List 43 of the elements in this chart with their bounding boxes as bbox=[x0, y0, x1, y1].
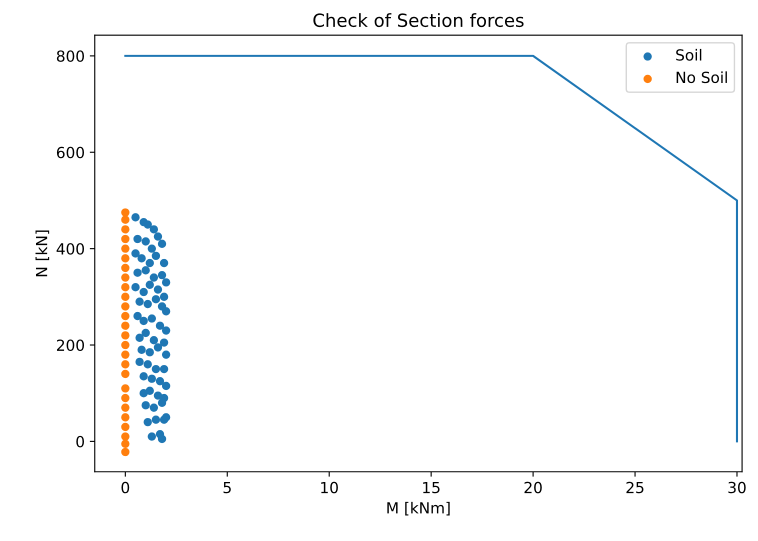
point bbox=[121, 331, 130, 340]
point bbox=[121, 370, 130, 378]
point bbox=[121, 322, 130, 330]
point bbox=[121, 384, 130, 393]
point bbox=[121, 360, 130, 368]
x-tick-label: 20 bbox=[524, 482, 542, 494]
point bbox=[121, 244, 130, 253]
point bbox=[121, 312, 130, 320]
x-tick-label: 0 bbox=[121, 482, 130, 494]
x-tick-label: 25 bbox=[626, 482, 644, 494]
legend-label: No Soil bbox=[676, 71, 727, 84]
point bbox=[121, 225, 130, 234]
x-tick-label: 15 bbox=[423, 482, 440, 494]
y-tick-label: 200 bbox=[56, 339, 84, 352]
x-tick-label: 10 bbox=[321, 482, 338, 494]
point bbox=[121, 302, 130, 311]
point bbox=[121, 208, 130, 217]
point bbox=[121, 448, 130, 456]
point bbox=[121, 413, 130, 422]
x-tick-label: 30 bbox=[728, 482, 746, 494]
y-tick-label: 800 bbox=[56, 50, 84, 62]
point bbox=[121, 216, 130, 224]
point bbox=[121, 292, 130, 301]
point bbox=[121, 264, 130, 272]
point bbox=[121, 254, 130, 262]
y-tick-label: 0 bbox=[76, 436, 84, 448]
y-tick-label: 600 bbox=[56, 146, 84, 158]
legend-label: Soil bbox=[676, 48, 702, 61]
y-axis-title: N [kN] bbox=[36, 230, 50, 276]
point bbox=[121, 234, 130, 244]
point bbox=[121, 432, 130, 441]
point bbox=[121, 273, 130, 282]
x-tick-label: 5 bbox=[224, 482, 231, 494]
point bbox=[121, 340, 130, 350]
point bbox=[121, 422, 130, 432]
point bbox=[121, 403, 130, 412]
point bbox=[121, 350, 130, 359]
point bbox=[121, 283, 130, 292]
point bbox=[121, 394, 130, 402]
point bbox=[121, 440, 130, 448]
x-axis-title: M [kNm] bbox=[387, 502, 450, 516]
y-tick-label: 400 bbox=[56, 243, 84, 255]
chart-title: Check of Section forces bbox=[313, 13, 524, 28]
